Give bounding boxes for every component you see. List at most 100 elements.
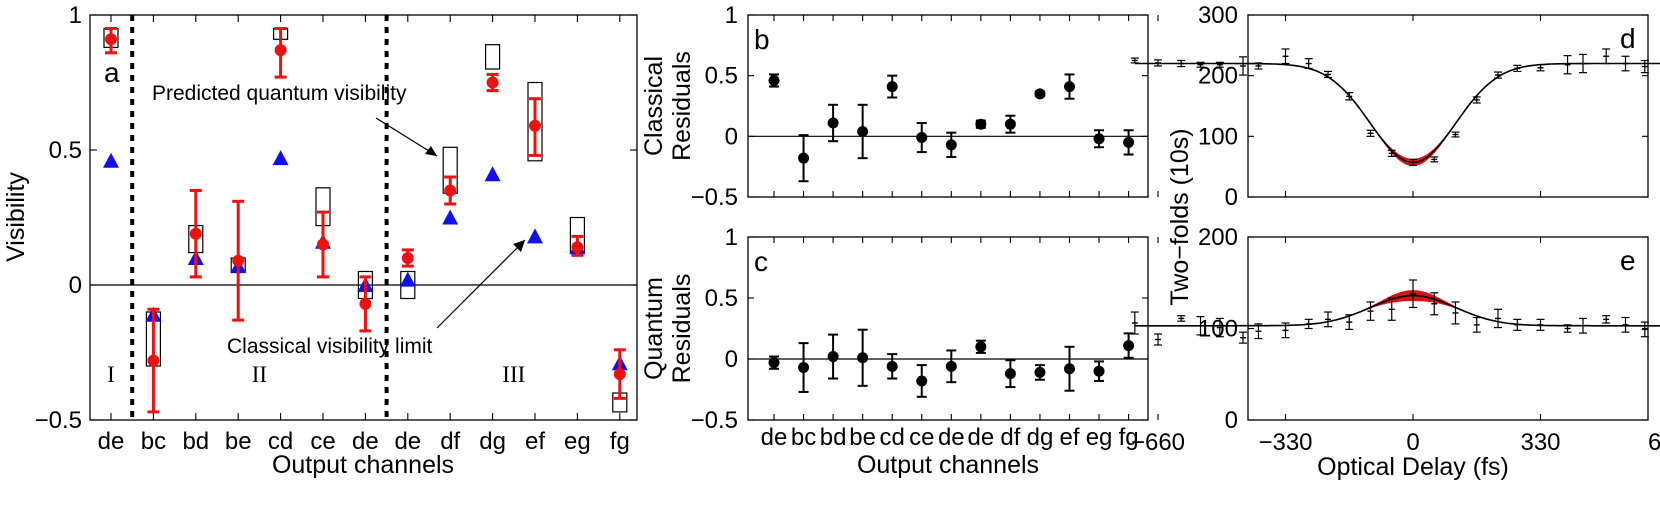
x-tick-label: be xyxy=(225,428,252,455)
panel-b: 1 0.5 0 −0.5 b Classical Residuals xyxy=(640,2,1149,211)
residual-point xyxy=(1123,340,1135,352)
panel-letter: e xyxy=(1620,245,1636,276)
x-tick-label: de xyxy=(352,428,379,455)
x-tick-label: be xyxy=(849,424,876,451)
x-tick-label: eg xyxy=(1086,424,1113,451)
panel-letter: c xyxy=(754,246,768,277)
x-tick-label: dg xyxy=(1027,424,1054,451)
group-label: III xyxy=(502,362,525,387)
residual-point xyxy=(916,132,928,144)
residual-point xyxy=(768,75,780,87)
panel-d-frame xyxy=(1247,14,1649,198)
annotation-arrowhead xyxy=(513,240,525,252)
panel-a-frame xyxy=(89,14,638,421)
panel-a: 10.50−0.5de bc bd be cd ce de de df dg ef eg fgI II II… xyxy=(2,2,638,479)
measured-visibility-point xyxy=(232,254,245,267)
measured-visibility-point xyxy=(147,354,160,367)
y-tick-label: 100 xyxy=(1198,123,1238,150)
residual-point xyxy=(827,117,839,129)
y-tick-label: 0.5 xyxy=(49,137,82,164)
y-tick-label: 0 xyxy=(1225,407,1238,434)
panel-e: 200 100 0 −660 −330 0 330 660 e Optical Delay (fs… xyxy=(1130,224,1660,481)
x-tick-label: eg xyxy=(564,428,591,455)
x-tick-label: df xyxy=(1000,424,1020,451)
x-tick-label: bc xyxy=(141,428,166,455)
x-tick-label: ce xyxy=(909,424,934,451)
residual-point xyxy=(886,81,898,93)
y-tick-label: 0 xyxy=(725,346,738,373)
y-axis-label: Residuals xyxy=(668,274,696,384)
classical-limit-marker xyxy=(527,228,543,244)
y-tick-label: −0.5 xyxy=(35,407,82,434)
measured-visibility-point xyxy=(444,184,457,197)
residual-point xyxy=(945,360,957,372)
x-axis-label: Output channels xyxy=(272,451,454,479)
x-tick-label: df xyxy=(440,428,460,455)
panel-letter: b xyxy=(754,24,770,55)
fit-confidence-band xyxy=(1366,117,1460,167)
x-tick-label: −660 xyxy=(1131,429,1185,456)
residual-point xyxy=(827,351,839,363)
measured-visibility-point xyxy=(359,297,372,310)
y-tick-label: 300 xyxy=(1198,2,1238,29)
classical-limit-marker xyxy=(399,271,416,287)
residual-point xyxy=(975,118,987,130)
y-tick-label: 0.5 xyxy=(705,285,738,312)
residual-point xyxy=(1064,81,1075,93)
measured-visibility-point xyxy=(486,76,499,89)
x-axis-label: Output channels xyxy=(857,451,1039,479)
y-tick-label: −0.5 xyxy=(691,184,738,211)
residual-point xyxy=(798,362,810,374)
residual-point xyxy=(1093,133,1105,145)
classical-limit-marker xyxy=(442,209,459,225)
residual-point xyxy=(1034,366,1046,378)
classical-limit-marker xyxy=(484,166,501,182)
panel-letter: a xyxy=(104,57,120,88)
x-tick-label: dg xyxy=(479,428,506,455)
panel-letter: d xyxy=(1620,23,1636,54)
x-axis-label: Optical Delay (fs) xyxy=(1317,453,1509,481)
residual-point xyxy=(975,341,987,353)
measured-visibility-point xyxy=(317,238,329,251)
y-tick-label: 100 xyxy=(1198,316,1238,343)
x-tick-label: −330 xyxy=(1258,429,1312,456)
annotation-arrowhead xyxy=(425,146,437,156)
x-tick-label: ef xyxy=(525,428,545,455)
residual-point xyxy=(1064,363,1075,375)
measured-visibility-point xyxy=(613,368,626,381)
classical-limit-marker xyxy=(272,150,289,166)
residual-point xyxy=(798,152,810,164)
y-axis-label: Quantum xyxy=(640,277,668,380)
y-axis-label: Residuals xyxy=(668,51,696,161)
x-tick-label: bc xyxy=(791,424,816,451)
residual-point xyxy=(1123,136,1135,148)
panel-c: 10.50−0.5de bc bd be cd ce de de df dg ef eg fgcQuan… xyxy=(640,224,1149,479)
y-axis-label: Two−folds (10s) xyxy=(1166,128,1194,305)
annotation-arrow xyxy=(436,239,526,329)
measured-visibility-point xyxy=(274,44,287,57)
residual-point xyxy=(1034,88,1046,100)
x-tick-label: cd xyxy=(880,424,905,451)
panel-b-frame xyxy=(747,14,1149,198)
annotation-classical-limit: Classical visibility limit xyxy=(227,335,433,358)
x-tick-label: fg xyxy=(1119,424,1139,451)
x-tick-label: de xyxy=(967,424,994,451)
x-tick-label: 660 xyxy=(1648,429,1660,456)
predicted-quantum-box xyxy=(485,44,501,70)
x-tick-label: fg xyxy=(610,428,630,455)
y-tick-label: 0 xyxy=(69,272,82,299)
y-tick-label: 1 xyxy=(725,224,738,251)
residual-point xyxy=(768,357,780,369)
y-tick-label: 0 xyxy=(725,123,738,150)
panel-d: 300 200 100 0 d Two−folds (10s) xyxy=(1130,2,1660,306)
x-tick-label: de xyxy=(98,428,125,455)
x-tick-label: ce xyxy=(310,428,335,455)
x-tick-label: 0 xyxy=(1406,429,1419,456)
classical-limit-marker xyxy=(103,152,119,168)
x-tick-label: 330 xyxy=(1520,429,1560,456)
y-tick-label: −0.5 xyxy=(691,407,738,434)
residual-point xyxy=(1004,118,1016,130)
residual-point xyxy=(857,352,869,364)
x-tick-label: ef xyxy=(1059,424,1079,451)
